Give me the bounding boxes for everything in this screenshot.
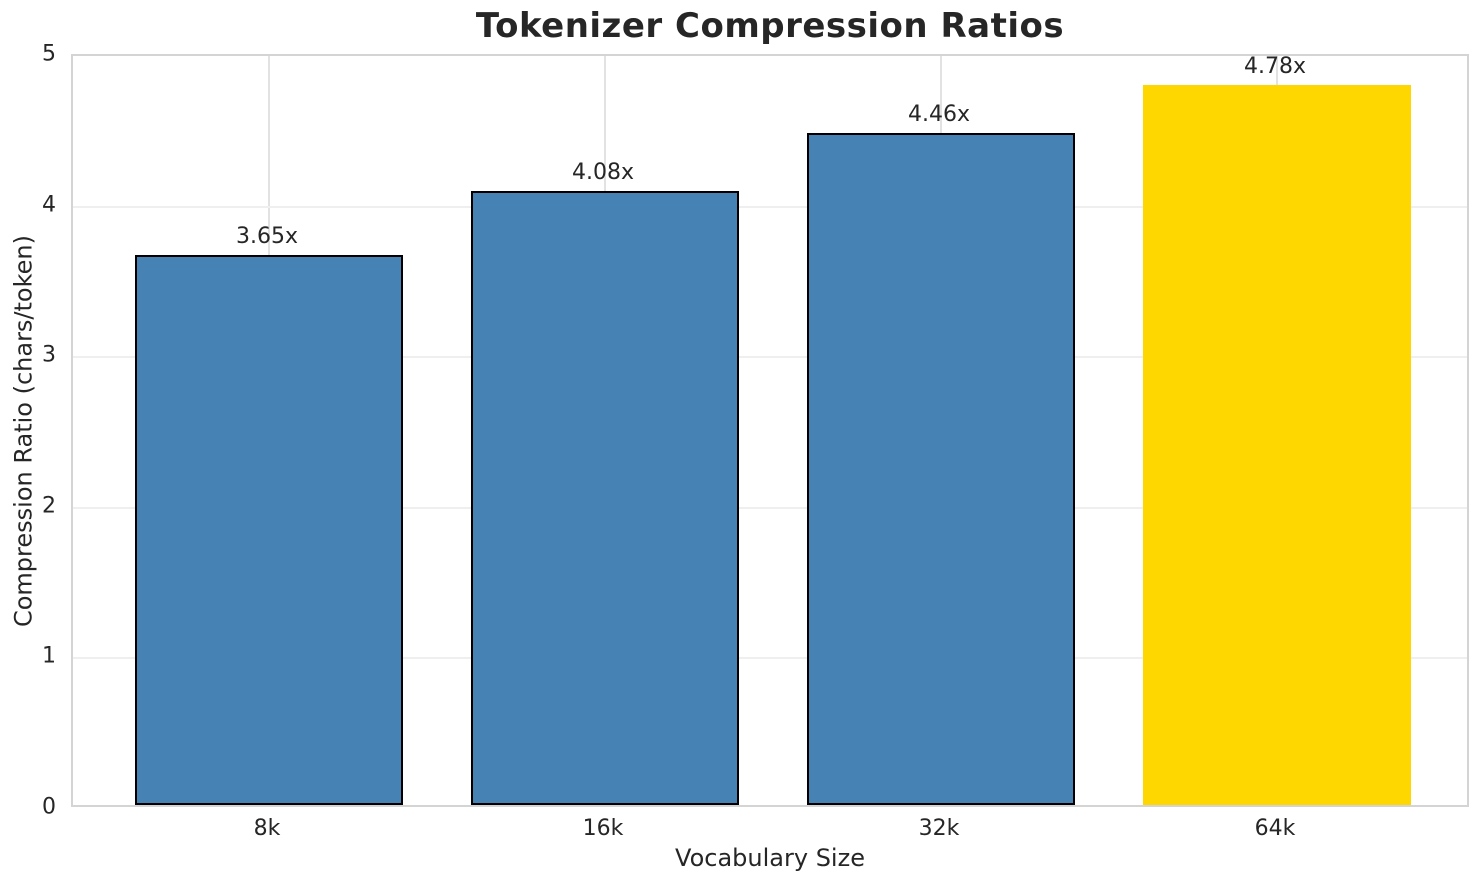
plot-area — [71, 54, 1469, 807]
y-tick-label: 1 — [42, 643, 56, 669]
y-tick-label: 2 — [42, 493, 56, 519]
y-tick-label: 3 — [42, 342, 56, 368]
x-tick-label: 8k — [253, 816, 281, 841]
h-gridline — [73, 506, 1467, 509]
y-tick-label: 0 — [42, 794, 56, 820]
y-axis-label: Compression Ratio (chars/token) — [9, 235, 38, 628]
bar-value-label: 4.78x — [1243, 54, 1307, 80]
x-axis-label: Vocabulary Size — [675, 844, 865, 872]
x-tick-label: 16k — [582, 816, 624, 841]
bar-64k — [1143, 85, 1411, 805]
h-gridline — [73, 205, 1467, 208]
bar-value-label: 3.65x — [235, 224, 299, 250]
bar-32k — [807, 133, 1075, 805]
h-gridline — [73, 657, 1467, 660]
y-tick-label: 4 — [42, 192, 56, 218]
x-tick-label: 32k — [918, 816, 960, 841]
bar-8k — [135, 255, 403, 805]
h-gridline — [73, 356, 1467, 359]
chart-title: Tokenizer Compression Ratios — [475, 6, 1065, 46]
bar-value-label: 4.08x — [571, 159, 635, 185]
x-tick-label: 64k — [1254, 816, 1296, 841]
y-tick-label: 5 — [42, 41, 56, 67]
bar-16k — [471, 190, 739, 805]
bar-value-label: 4.46x — [907, 102, 971, 128]
